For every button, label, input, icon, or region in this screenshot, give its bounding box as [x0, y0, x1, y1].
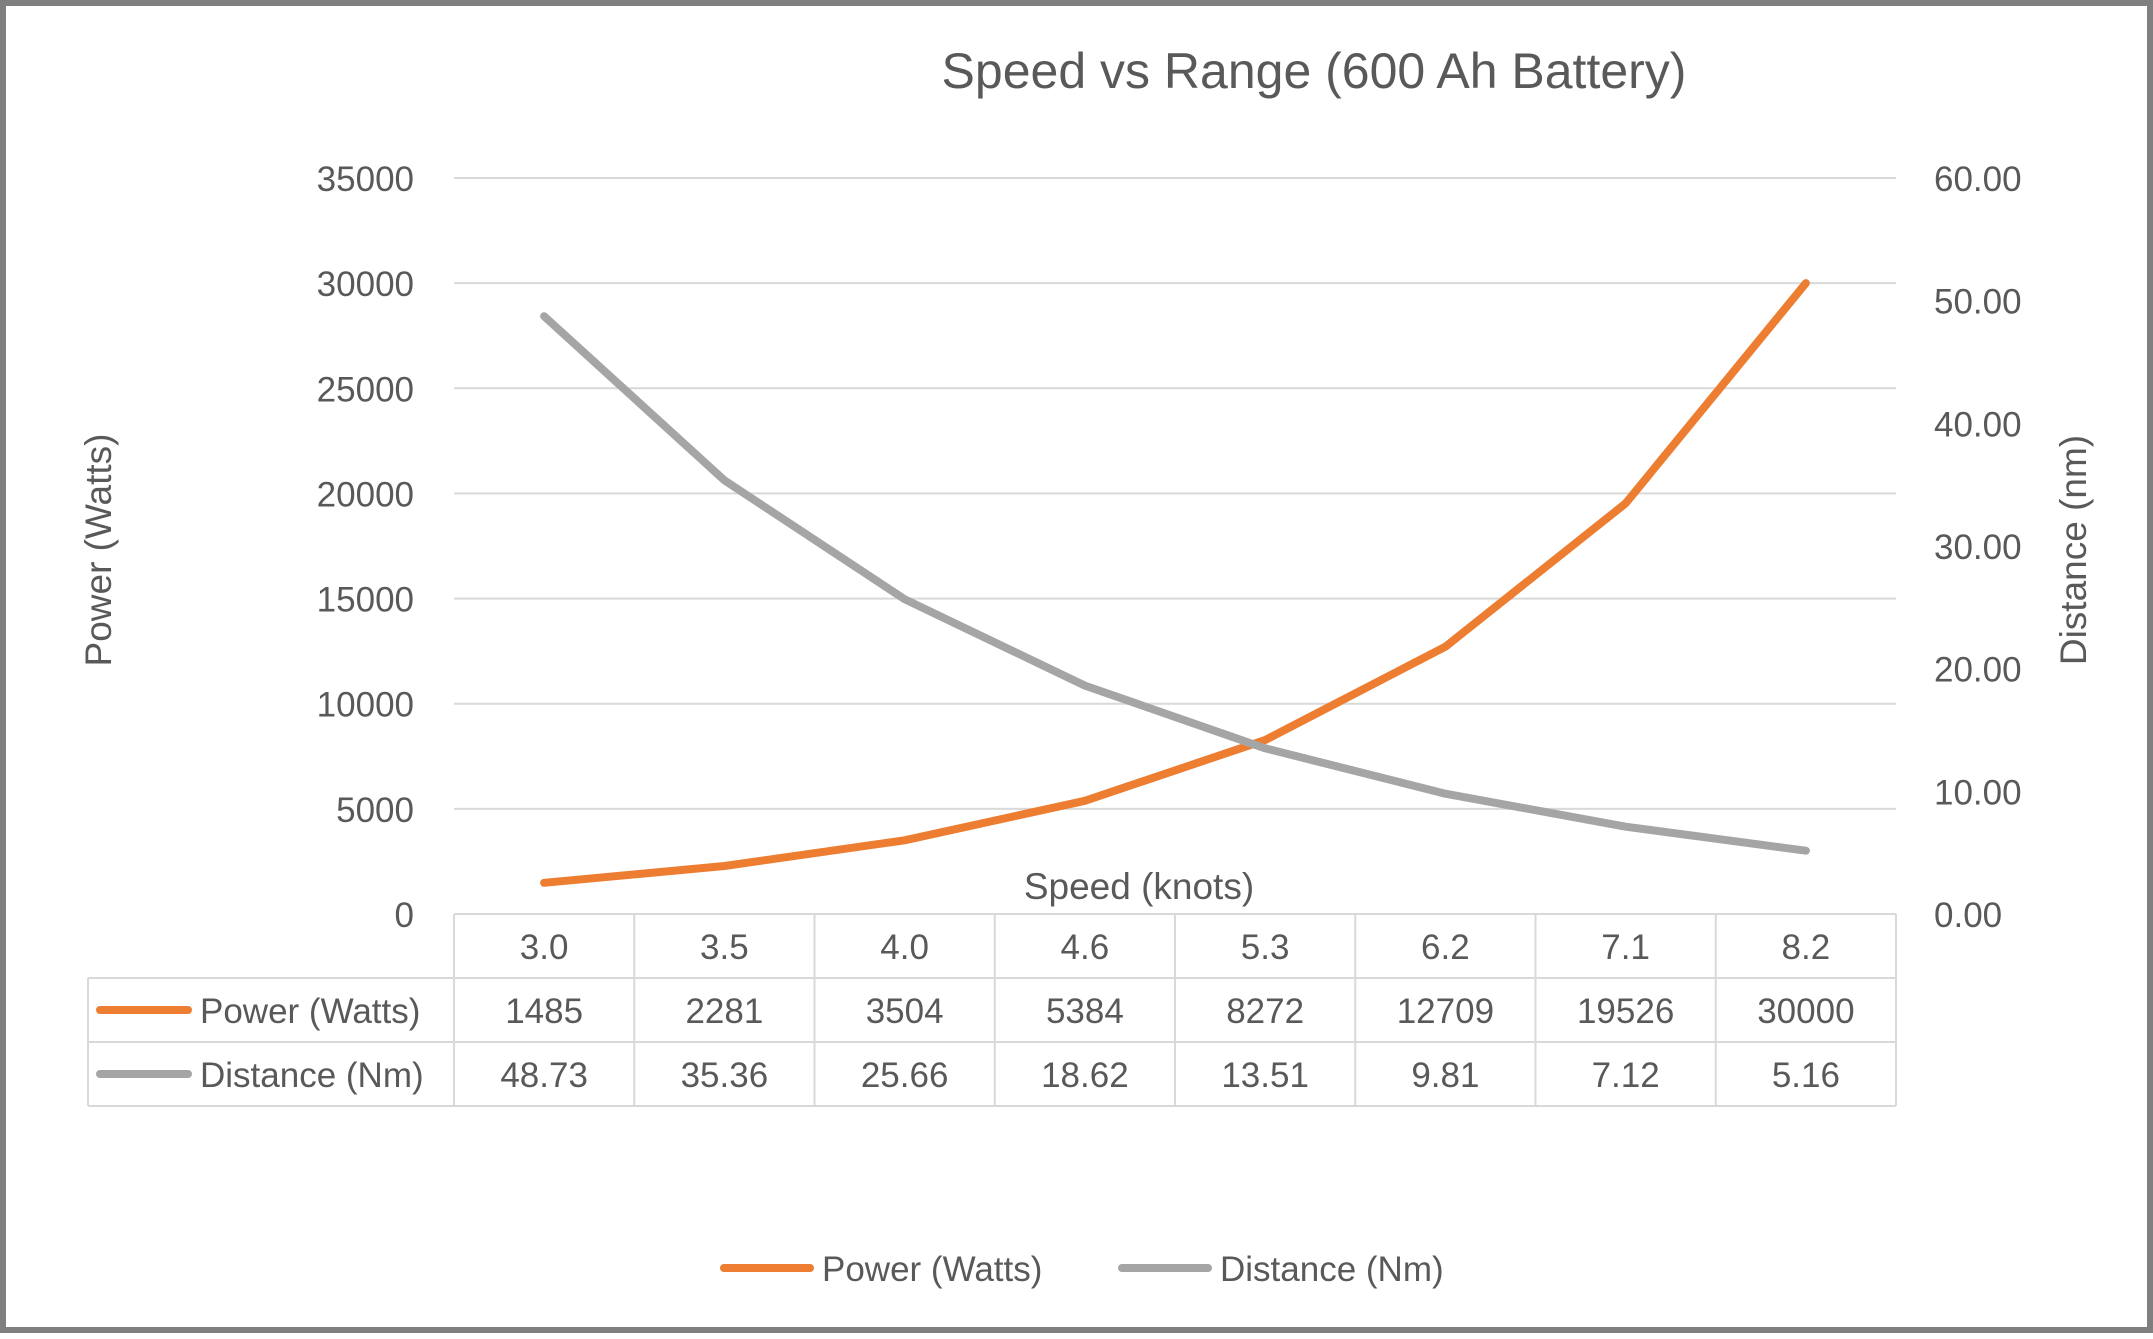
y2-axis-label: Distance (nm): [2053, 435, 2094, 665]
chart-title: Speed vs Range (600 Ah Battery): [942, 43, 1687, 99]
data-label-distance: 7.12: [1592, 1056, 1660, 1095]
legend: Power (Watts) Distance (Nm): [724, 1250, 1444, 1289]
data-label-distance: 13.51: [1221, 1056, 1309, 1095]
y-axis-label: Power (Watts): [78, 434, 119, 667]
y-tick-label: 20000: [317, 475, 414, 514]
data-label-power: 5384: [1046, 992, 1124, 1031]
y2-tick-label: 50.00: [1934, 283, 2022, 322]
data-label-power: 30000: [1757, 992, 1854, 1031]
y2-tick-label: 0.00: [1934, 896, 2002, 935]
data-label-distance: 18.62: [1041, 1056, 1129, 1095]
y2-tick-label: 30.00: [1934, 528, 2022, 567]
x-tick-label: 4.6: [1061, 928, 1110, 967]
y-tick-label: 30000: [317, 265, 414, 304]
data-label-power: 1485: [505, 992, 583, 1031]
data-label-distance: 35.36: [681, 1056, 769, 1095]
speed-range-chart: Speed vs Range (600 Ah Battery) Power (W…: [6, 6, 2153, 1339]
y-tick-label: 15000: [317, 581, 414, 620]
series-line-power: [544, 283, 1806, 883]
series-lines: [544, 283, 1806, 883]
legend-label-distance: Distance (Nm): [1220, 1250, 1444, 1289]
y2-tick-label: 10.00: [1934, 773, 2022, 812]
x-tick-label: 4.0: [880, 928, 929, 967]
x-axis-label: Speed (knots): [1024, 866, 1254, 907]
data-label-power: 8272: [1226, 992, 1304, 1031]
y2-tick-label: 40.00: [1934, 405, 2022, 444]
data-label-distance: 25.66: [861, 1056, 949, 1095]
y-tick-label: 5000: [336, 791, 414, 830]
data-label-distance: 48.73: [500, 1056, 588, 1095]
y2-tick-label: 20.00: [1934, 651, 2022, 690]
x-tick-label: 7.1: [1601, 928, 1650, 967]
x-tick-label: 3.0: [520, 928, 569, 967]
x-tick-label: 6.2: [1421, 928, 1470, 967]
legend-label-power: Power (Watts): [822, 1250, 1042, 1289]
y-tick-label: 35000: [317, 160, 414, 199]
y-tick-label: 10000: [317, 686, 414, 725]
data-label-power: 2281: [685, 992, 763, 1031]
y-tick-label: 0: [395, 896, 414, 935]
data-label-distance: 5.16: [1772, 1056, 1840, 1095]
data-label-power: 19526: [1577, 992, 1674, 1031]
data-label-power: 3504: [866, 992, 944, 1031]
y-axis-ticks: 0 5000 10000 15000 20000 25000 30000 35000: [317, 160, 414, 935]
table-row-label-power: Power (Watts): [200, 992, 420, 1031]
data-label-distance: 9.81: [1411, 1056, 1479, 1095]
x-tick-label: 8.2: [1782, 928, 1831, 967]
y2-axis-ticks: 0.00 10.00 20.00 30.00 40.00 50.00 60.00: [1934, 160, 2022, 935]
x-tick-label: 5.3: [1241, 928, 1290, 967]
table-row-label-distance: Distance (Nm): [200, 1056, 424, 1095]
data-table: 3.0 3.5 4.0 4.6 5.3 6.2 7.1 8.2 Power (Watts) 148…: [88, 914, 1896, 1106]
data-label-power: 12709: [1397, 992, 1494, 1031]
y2-tick-label: 60.00: [1934, 160, 2022, 199]
y-tick-label: 25000: [317, 370, 414, 409]
x-tick-label: 3.5: [700, 928, 749, 967]
